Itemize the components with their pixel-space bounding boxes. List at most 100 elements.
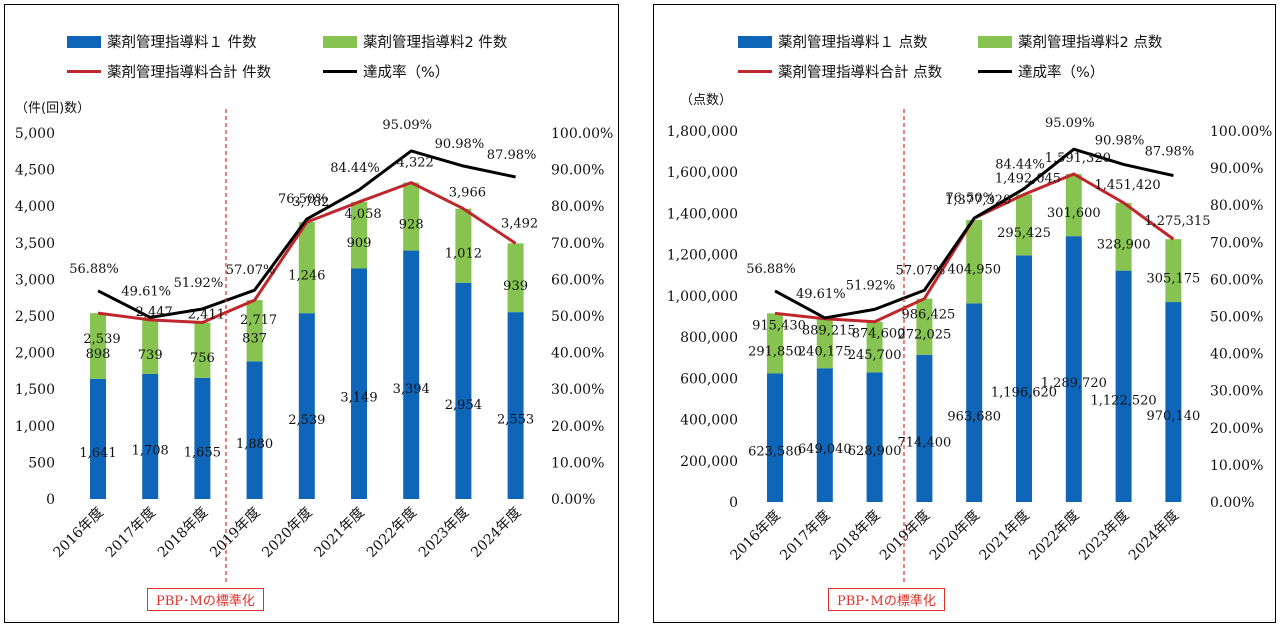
bar-segment-bar2 [866, 321, 883, 373]
data-label-total: 3,492 [501, 216, 538, 231]
y-right-tick-label: 20.00% [551, 419, 604, 435]
y-left-tick-label: 1,600,000 [667, 165, 738, 181]
y-right-tick-label: 40.00% [1210, 347, 1263, 363]
legend-item-bar1: 薬剤管理指導料１ 件数 [67, 31, 257, 52]
legend-label-rate: 達成率（%） [1018, 65, 1105, 81]
bar-segment-bar1 [90, 378, 106, 499]
y-left-tick-label: 500 [28, 455, 55, 471]
x-category-label: 2020年度 [927, 508, 983, 564]
x-category-label: 2021年度 [312, 505, 368, 561]
x-category-label: 2018年度 [155, 505, 211, 561]
legend-item-rate: 達成率（%） [978, 61, 1104, 82]
data-label-bar1: 623,580 [748, 445, 802, 460]
x-category-label: 2021年度 [977, 508, 1033, 564]
y-axis-unit-label: （件(回)数） [15, 101, 91, 116]
bar-segment-bar2 [1065, 174, 1082, 237]
bar-segment-bar1 [1115, 270, 1132, 502]
bar-segment-bar1 [1016, 255, 1032, 502]
legend-label-total: 薬剤管理指導料合計 点数 [778, 65, 943, 81]
x-category-label: 2023年度 [416, 505, 472, 561]
data-label-bar1: 2,553 [497, 413, 534, 428]
x-category-label: 2018年度 [827, 508, 883, 564]
total-line [97, 181, 517, 325]
bar-segment-bar2 [816, 318, 833, 369]
bar-segment-bar2 [1016, 194, 1032, 256]
y-left-tick-label: 0 [729, 495, 738, 511]
data-label-rate: 84.44% [330, 161, 380, 176]
legend-item-rate: 達成率（%） [323, 61, 449, 82]
data-label-rate: 84.44% [995, 158, 1045, 173]
rate-line [774, 147, 1174, 320]
data-label-total: 1,275,315 [1144, 214, 1210, 229]
y-left-tick-label: 1,000 [15, 419, 55, 435]
legend-item-total: 薬剤管理指導料合計 件数 [67, 61, 271, 82]
bar-segment-bar2 [966, 219, 983, 304]
y-left-tick-label: 1,400,000 [667, 206, 738, 222]
legend-swatch-rate [978, 70, 1012, 73]
data-label-bar2: 756 [190, 351, 215, 366]
bar-segment-bar2 [455, 208, 472, 283]
y-left-tick-label: 3,500 [15, 236, 55, 252]
data-label-total: 915,430 [752, 318, 806, 333]
data-label-total: 889,215 [802, 324, 856, 339]
data-label-bar1: 1,708 [132, 443, 169, 458]
legend-label-bar2: 薬剤管理指導料2 点数 [1018, 35, 1163, 51]
bar-segment-bar1 [816, 368, 833, 502]
y-right-tick-label: 80.00% [551, 199, 604, 215]
y-right-tick-label: 0.00% [551, 492, 595, 508]
data-label-rate: 56.88% [69, 262, 119, 277]
data-label-bar1: 1,196,620 [991, 386, 1057, 401]
data-label-total: 4,058 [344, 207, 381, 222]
data-label-bar1: 649,040 [798, 442, 852, 457]
data-label-rate: 90.98% [435, 137, 485, 152]
bar-segment-bar1 [866, 372, 883, 502]
bar-segment-bar2 [90, 313, 106, 379]
data-label-bar2: 328,900 [1097, 238, 1151, 253]
legend-label-bar1: 薬剤管理指導料１ 点数 [778, 35, 928, 51]
bar-segment-bar2 [194, 322, 211, 378]
y-right-tick-label: 10.00% [551, 455, 604, 471]
y-left-tick-label: 1,200,000 [667, 248, 738, 264]
data-label-rate: 76.50% [945, 191, 995, 206]
data-label-rate: 51.92% [174, 276, 224, 291]
data-label-rate: 87.98% [1145, 145, 1195, 160]
y-left-tick-label: 2,000 [15, 346, 55, 362]
chart-canvas-count: 0 500 1,000 1,500 2,000 2,500 3,000 3,500 4,000 4… [15, 109, 613, 585]
data-label-bar1: 2,954 [445, 398, 482, 413]
bar-segment-bar2 [507, 243, 524, 313]
data-label-rate: 87.98% [487, 148, 537, 163]
data-label-bar2: 837 [242, 332, 267, 347]
bar-segment-bar2 [298, 221, 315, 314]
data-label-bar1: 714,400 [898, 435, 952, 450]
data-label-total: 2,411 [188, 308, 225, 323]
data-label-total: 4,322 [397, 156, 434, 171]
data-label-total: 874,600 [852, 327, 906, 342]
data-label-bar1: 2,539 [288, 413, 325, 428]
chart-panel-count: 薬剤管理指導料１ 件数 薬剤管理指導料2 件数 薬剤管理指導料合計 件数 達成率… [4, 4, 619, 623]
x-category-label: 2022年度 [364, 505, 420, 561]
x-category-label: 2016年度 [728, 508, 784, 564]
bar-segment-bar1 [1065, 236, 1082, 502]
data-label-rate: 95.09% [1045, 116, 1095, 131]
y-left-tick-label: 5,000 [15, 126, 55, 142]
y-left-tick-label: 600,000 [680, 371, 738, 387]
data-label-rate: 95.09% [382, 118, 432, 133]
y-right-tick-label: 80.00% [1210, 198, 1263, 214]
y-right-tick-label: 70.00% [551, 236, 604, 252]
data-label-bar1: 963,680 [947, 410, 1001, 425]
bar-segment-bar1 [246, 361, 263, 499]
y-left-tick-label: 1,000,000 [667, 289, 738, 305]
x-category-label: 2023年度 [1076, 508, 1132, 564]
bar-segment-bar1 [916, 354, 933, 502]
data-label-total: 1,451,420 [1095, 178, 1161, 193]
x-category-label: 2017年度 [777, 508, 833, 564]
data-label-total: 2,539 [83, 332, 120, 347]
bar-segment-bar1 [507, 312, 524, 499]
bar-segment-bar1 [194, 377, 211, 499]
legend-label-total: 薬剤管理指導料合計 件数 [107, 65, 272, 81]
bar-segment-bar2 [1165, 239, 1182, 303]
y-left-tick-label: 4,000 [15, 199, 55, 215]
y-left-tick-label: 1,800,000 [667, 124, 738, 140]
data-label-bar2: 245,700 [848, 348, 902, 363]
data-label-total: 1,492,045 [995, 171, 1061, 186]
